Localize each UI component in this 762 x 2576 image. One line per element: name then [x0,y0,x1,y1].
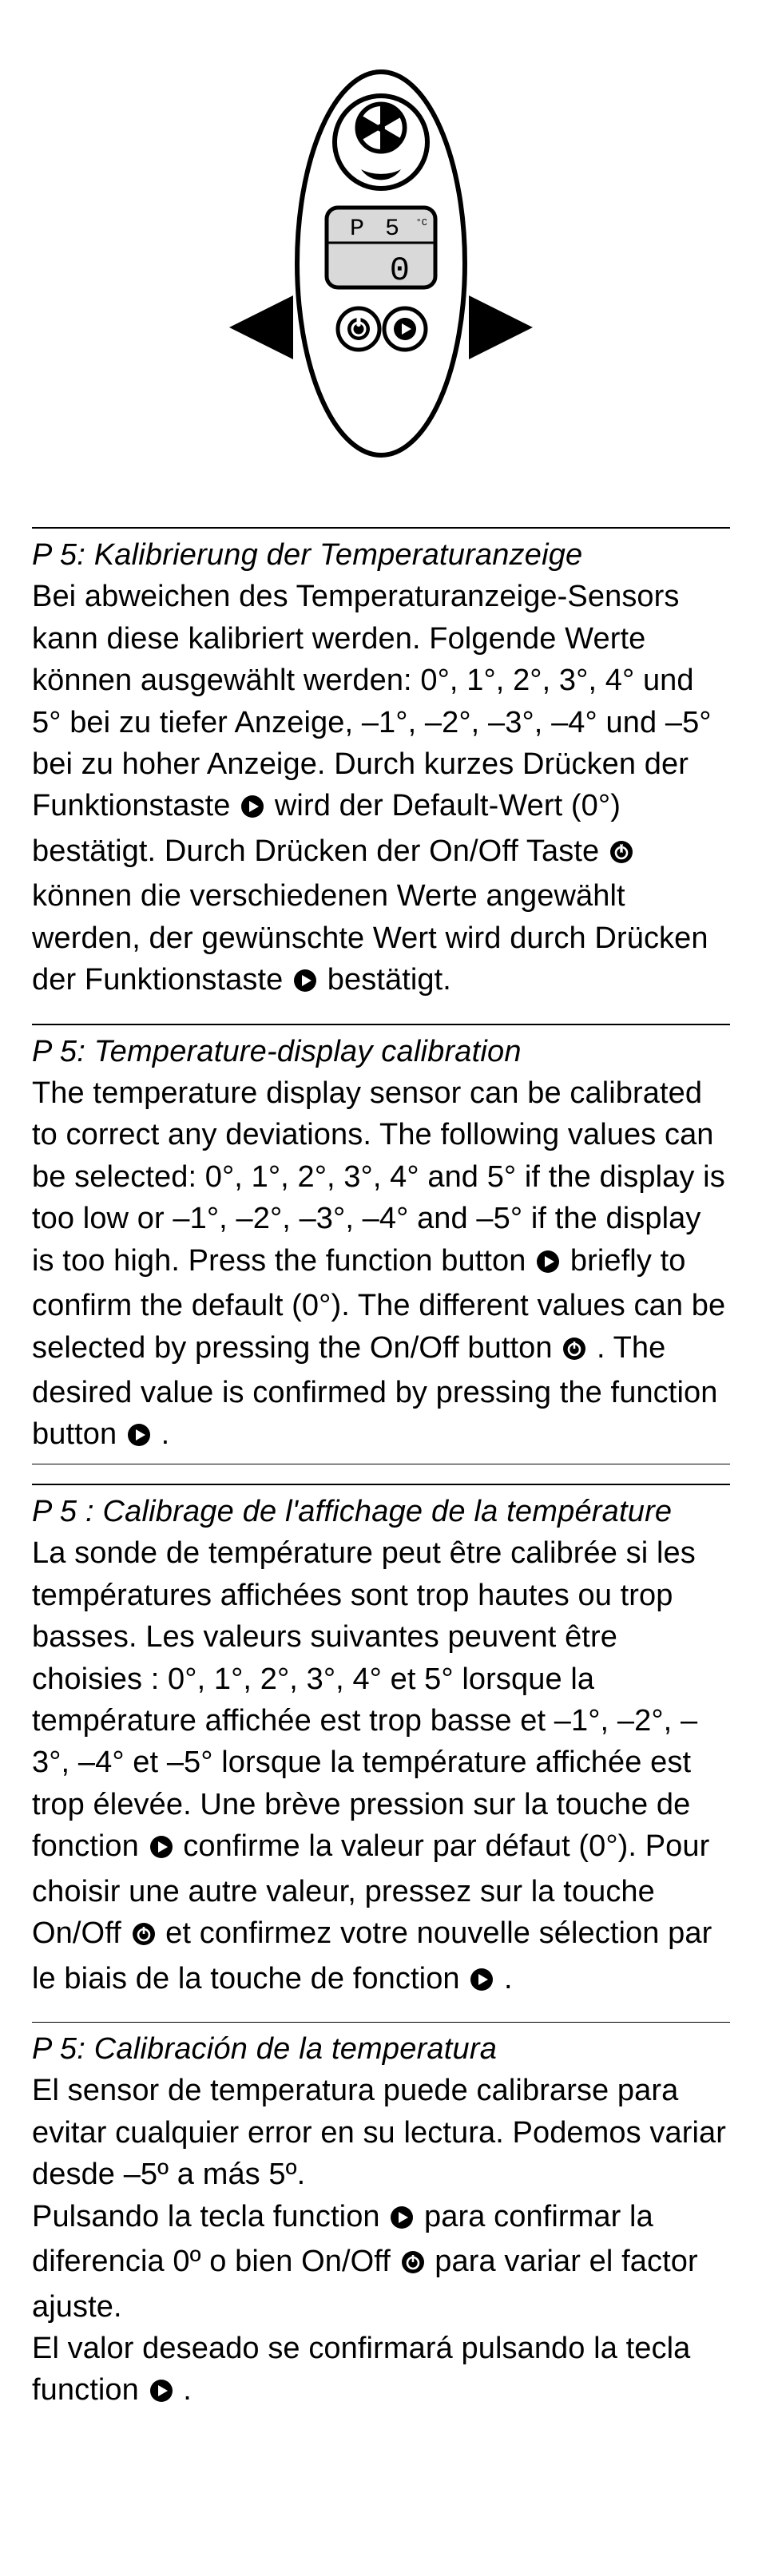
section-en: P 5: Temperature-display calibration The… [32,1024,730,1484]
es-p3a: El valor deseado se confirmará pulsando … [32,2332,690,2407]
section-de: P 5: Kalibrierung der Temperaturanzeige … [32,527,730,1024]
play-icon [390,2199,414,2241]
pointer-right-icon [469,295,533,359]
lcd-unit-text: °C [416,217,427,228]
section-es-title: P 5: Calibración de la temperatura [32,2029,730,2070]
section-de-title: P 5: Kalibrierung der Temperaturanzeige [32,535,730,576]
section-es-p1: El sensor de temperatura puede calibrars… [32,2070,730,2195]
play-icon [536,1243,560,1285]
manual-page: P 5 °C 0 [0,0,762,2482]
section-es: P 5: Calibración de la temperatura El se… [32,2022,730,2434]
device-illustration: P 5 °C 0 [32,24,730,527]
lcd-bottom-text: 0 [390,252,410,290]
lcd-top-text: P 5 [350,216,403,243]
power-icon [132,1916,156,1957]
section-fr-title: P 5 : Calibrage de l'affichage de la tem… [32,1492,730,1532]
section-es-p3: El valor deseado se confirmará pulsando … [32,2328,730,2415]
play-icon [240,788,264,830]
device-power-button [338,308,379,350]
es-p2a: Pulsando la tecla function [32,2200,388,2233]
power-icon [562,1330,586,1372]
section-es-p2: Pulsando la tecla function para confirma… [32,2196,730,2328]
pointer-left-icon [229,295,293,359]
de-p1a: Bei abweichen des Temperaturanzeige-Sens… [32,580,712,822]
device-play-button [384,308,426,350]
play-icon [149,1829,173,1870]
de-p1d: bestätigt. [327,963,451,997]
impeller-icon [357,104,405,152]
section-fr: P 5 : Calibrage de l'affichage de la tem… [32,1484,730,2022]
power-icon [401,2244,425,2285]
fr-p1a: La sonde de température peut être calibr… [32,1536,697,1863]
play-icon [127,1417,151,1458]
en-p1d: . [161,1417,170,1451]
es-p3b: . [183,2373,192,2407]
section-en-title: P 5: Temperature-display calibration [32,1032,730,1072]
section-de-body: Bei abweichen des Temperaturanzeige-Sens… [32,576,730,1004]
play-icon [470,1961,494,2003]
fr-p1d: . [504,1962,513,1995]
section-fr-body: La sonde de température peut être calibr… [32,1532,730,2003]
lcd-display: P 5 °C 0 [327,208,435,290]
play-icon [293,962,317,1004]
anemometer-device-svg: P 5 °C 0 [205,48,557,479]
power-icon [609,834,633,875]
play-icon [149,2372,173,2414]
section-en-body: The temperature display sensor can be ca… [32,1072,730,1459]
es-p1a: El sensor de temperatura puede calibrars… [32,2074,726,2191]
